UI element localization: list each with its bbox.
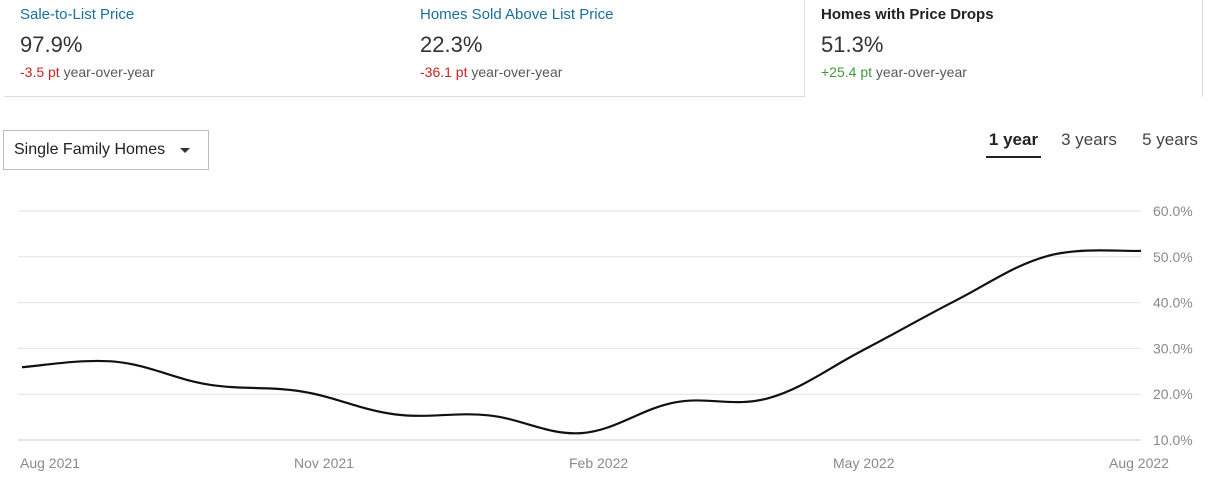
price-drops-chart: 60.0% 50.0% 40.0% 30.0% 20.0% 10.0% Aug 2021 No… [18, 203, 1193, 471]
metric-label: Sale-to-List Price [20, 6, 135, 23]
metric-tab-homes-sold-above-list[interactable]: Homes Sold Above List Price 22.3% -36.1 … [404, 0, 804, 97]
metric-suffix: year-over-year [471, 64, 563, 80]
metric-value: 22.3% [420, 32, 483, 57]
y-tick-label: 10.0% [1153, 432, 1193, 448]
metric-delta: +25.4 pt [821, 64, 872, 80]
x-tick-label: May 2022 [833, 455, 895, 471]
range-1-year-button[interactable]: 1 year [986, 128, 1041, 158]
metric-tab-sale-to-list[interactable]: Sale-to-List Price 97.9% -3.5 pt year-ov… [4, 0, 404, 97]
caret-down-icon [180, 147, 190, 153]
metric-change: -3.5 pt year-over-year [20, 64, 404, 80]
metric-delta: -36.1 pt [420, 64, 468, 80]
y-tick-label: 50.0% [1153, 249, 1193, 265]
metric-suffix: year-over-year [63, 64, 155, 80]
x-tick-label: Aug 2021 [20, 455, 80, 471]
property-type-dropdown[interactable]: Single Family Homes [3, 130, 209, 170]
metric-label: Homes with Price Drops [821, 6, 994, 23]
y-tick-label: 60.0% [1153, 203, 1193, 219]
series-line [21, 249, 1142, 435]
y-tick-label: 30.0% [1153, 340, 1193, 356]
metric-value: 97.9% [20, 32, 83, 57]
metric-suffix: year-over-year [875, 64, 967, 80]
range-5-years-button[interactable]: 5 years [1142, 130, 1198, 149]
property-type-selected: Single Family Homes [14, 141, 166, 158]
y-tick-label: 20.0% [1153, 386, 1193, 402]
metric-value: 51.3% [821, 32, 884, 57]
metric-tabs: Sale-to-List Price 97.9% -3.5 pt year-ov… [0, 0, 1209, 98]
metric-delta: -3.5 pt [20, 64, 60, 80]
range-3-years-button[interactable]: 3 years [1061, 130, 1117, 149]
y-tick-label: 40.0% [1153, 295, 1193, 311]
metric-tab-price-drops[interactable]: Homes with Price Drops 51.3% +25.4 pt ye… [804, 0, 1203, 97]
metric-label: Homes Sold Above List Price [420, 6, 614, 23]
x-tick-label: Aug 2022 [1109, 455, 1169, 471]
x-tick-label: Feb 2022 [569, 455, 628, 471]
x-tick-label: Nov 2021 [294, 455, 354, 471]
metric-change: +25.4 pt year-over-year [821, 64, 1202, 80]
metric-change: -36.1 pt year-over-year [420, 64, 804, 80]
